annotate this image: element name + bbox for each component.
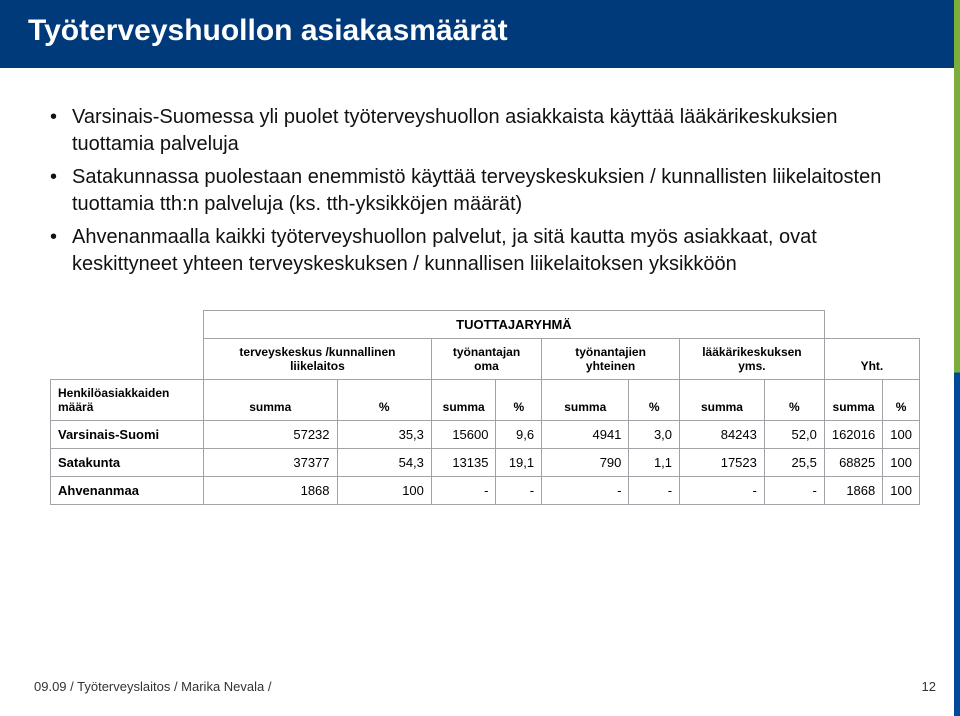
- table-cell: 68825: [824, 449, 882, 477]
- col-header: työnantajan oma: [431, 339, 541, 380]
- page-title: Työterveyshuollon asiakasmäärät: [28, 14, 932, 48]
- table-cell: 790: [542, 449, 629, 477]
- table-cell: 57232: [204, 421, 338, 449]
- table-cell: 100: [337, 477, 431, 505]
- sub-header-sum: summa: [542, 380, 629, 421]
- col-header: lääkärikeskuksen yms.: [680, 339, 825, 380]
- footer-text: 09.09 / Työterveyslaitos / Marika Nevala…: [34, 679, 271, 694]
- table-cell: 100: [883, 421, 920, 449]
- data-table: TUOTTAJARYHMÄ terveyskeskus /kunnallinen…: [50, 310, 920, 505]
- table-cell: 162016: [824, 421, 882, 449]
- table-cell: -: [431, 477, 496, 505]
- table-cell: 25,5: [764, 449, 824, 477]
- table-cell: 35,3: [337, 421, 431, 449]
- sub-header-sum: summa: [824, 380, 882, 421]
- bullet-item: Satakunnassa puolestaan enemmistö käyttä…: [50, 164, 920, 218]
- table-group-header: TUOTTAJARYHMÄ: [204, 311, 825, 339]
- table-cell: 84243: [680, 421, 765, 449]
- title-band: Työterveyshuollon asiakasmäärät: [0, 0, 960, 68]
- sub-header-sum: summa: [680, 380, 765, 421]
- table-cell: 17523: [680, 449, 765, 477]
- table-cell: 37377: [204, 449, 338, 477]
- table-cell: -: [764, 477, 824, 505]
- sub-header-sum: summa: [431, 380, 496, 421]
- table-cell: 1868: [204, 477, 338, 505]
- table-cell: -: [496, 477, 542, 505]
- table-cell: -: [680, 477, 765, 505]
- table-row: Ahvenanmaa1868100------1868100: [51, 477, 920, 505]
- table-cell: 9,6: [496, 421, 542, 449]
- table-cell: -: [542, 477, 629, 505]
- table-cell: 19,1: [496, 449, 542, 477]
- sub-header-pct: %: [337, 380, 431, 421]
- table-cell: -: [629, 477, 680, 505]
- row-label: Ahvenanmaa: [51, 477, 204, 505]
- table-cell: 100: [883, 477, 920, 505]
- table-row: Varsinais-Suomi5723235,3156009,649413,08…: [51, 421, 920, 449]
- side-strip: [954, 0, 960, 716]
- bullet-item: Ahvenanmaalla kaikki työterveyshuollon p…: [50, 224, 920, 278]
- sub-header-sum: summa: [204, 380, 338, 421]
- col-header: työnantajien yhteinen: [542, 339, 680, 380]
- bullet-list: Varsinais-Suomessa yli puolet työterveys…: [50, 104, 920, 278]
- table-row: Satakunta3737754,31313519,17901,11752325…: [51, 449, 920, 477]
- table-cell: 100: [883, 449, 920, 477]
- table-cell: 15600: [431, 421, 496, 449]
- sub-header-pct: %: [629, 380, 680, 421]
- sub-header-pct: %: [764, 380, 824, 421]
- bullet-item: Varsinais-Suomessa yli puolet työterveys…: [50, 104, 920, 158]
- rowhead-line: Henkilöasiakkaiden: [58, 386, 196, 400]
- col-header: terveyskeskus /kunnallinen liikelaitos: [204, 339, 432, 380]
- table-cell: 3,0: [629, 421, 680, 449]
- table-cell: 1868: [824, 477, 882, 505]
- table-cell: 54,3: [337, 449, 431, 477]
- sub-header-pct: %: [496, 380, 542, 421]
- row-label: Satakunta: [51, 449, 204, 477]
- rowhead-line: määrä: [58, 400, 196, 414]
- page-number: 12: [922, 679, 936, 694]
- col-header: Yht.: [824, 339, 919, 380]
- table-cell: 52,0: [764, 421, 824, 449]
- row-label: Varsinais-Suomi: [51, 421, 204, 449]
- table-cell: 4941: [542, 421, 629, 449]
- content-area: Varsinais-Suomessa yli puolet työterveys…: [0, 68, 960, 505]
- table-cell: 13135: [431, 449, 496, 477]
- table-cell: 1,1: [629, 449, 680, 477]
- sub-header-pct: %: [883, 380, 920, 421]
